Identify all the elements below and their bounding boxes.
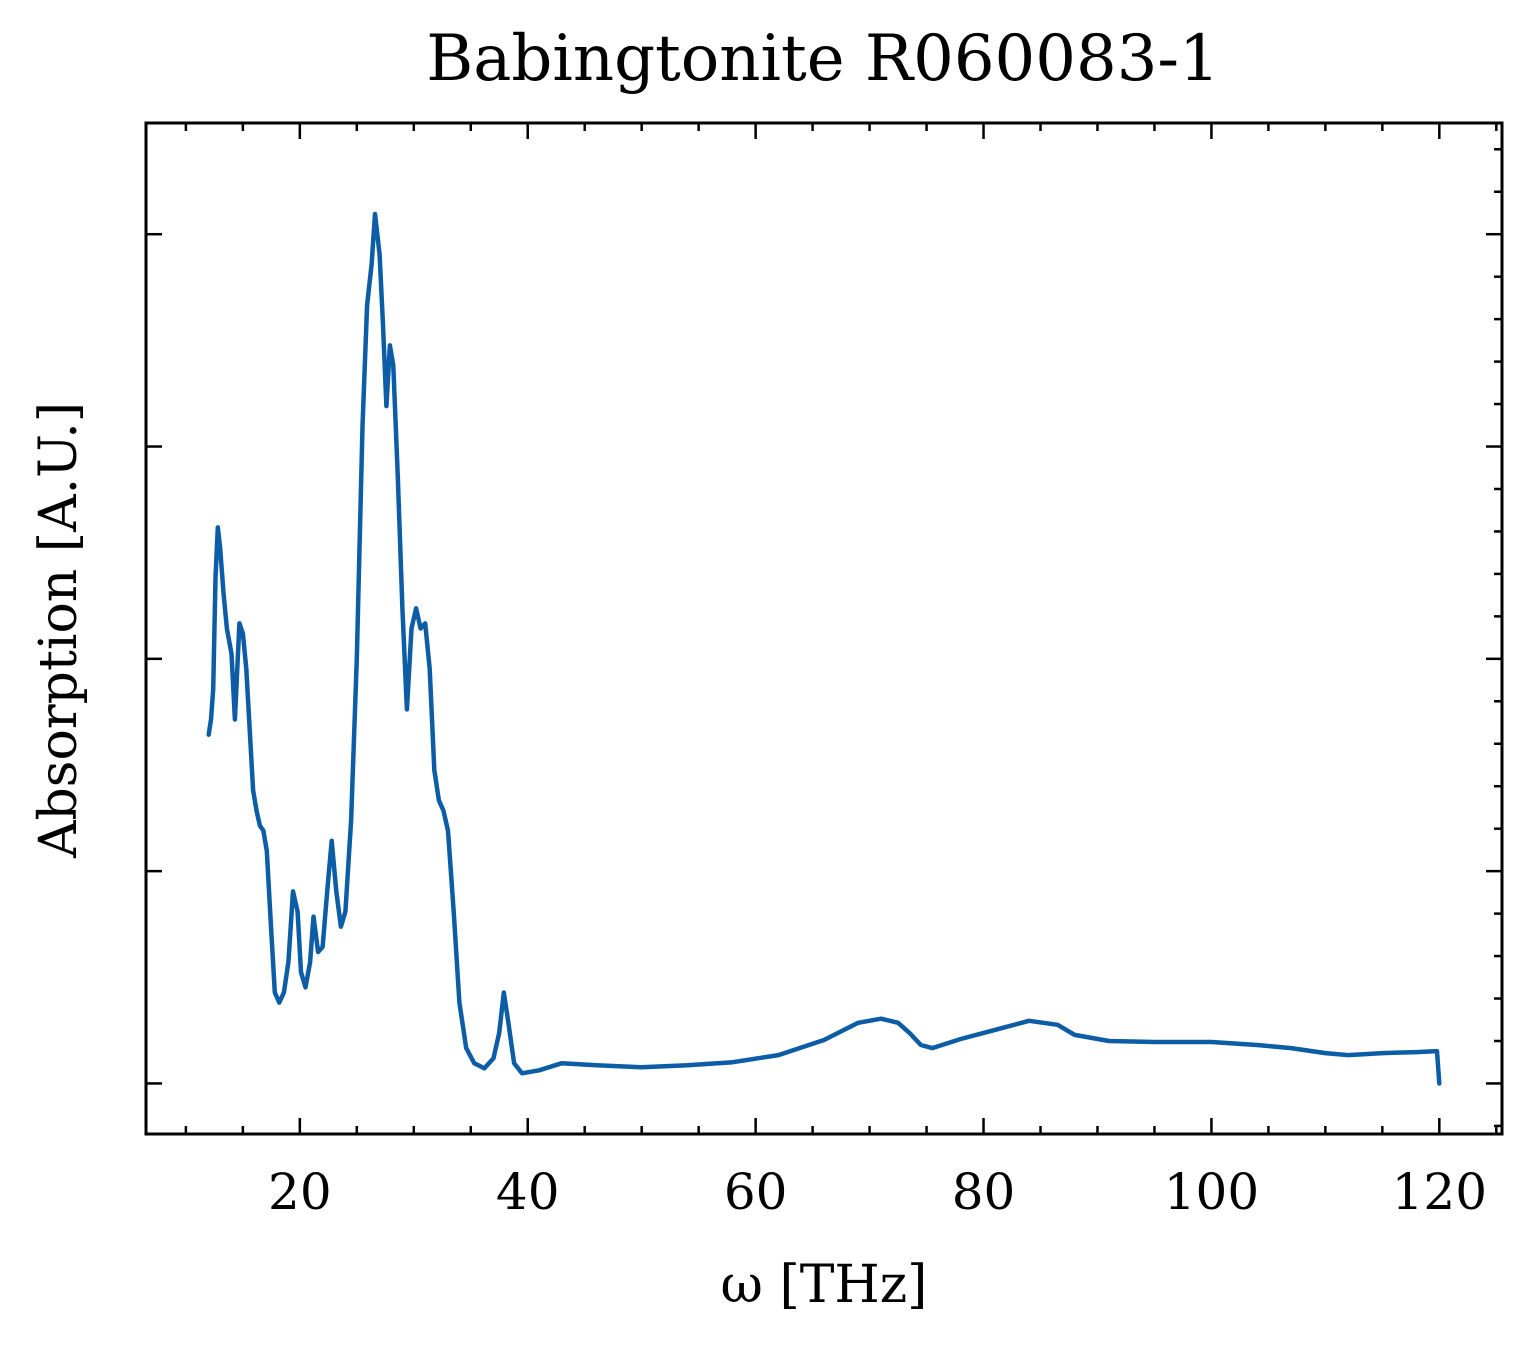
x-tick-label: 40 — [496, 1163, 560, 1221]
x-tick-label: 80 — [952, 1163, 1016, 1221]
x-tick-label: 60 — [724, 1163, 788, 1221]
chart-title: Babingtonite R060083-1 — [426, 22, 1220, 96]
ticks-layer — [146, 123, 1502, 1134]
tick-labels-layer: 20 40 60 80 100 120 — [268, 1163, 1487, 1221]
y-axis-label: Absorption [A.U.] — [29, 402, 89, 859]
x-axis-label: ω [THz] — [721, 1255, 928, 1315]
series-layer — [206, 211, 1442, 1086]
absorption-series-line — [206, 211, 1442, 1086]
x-tick-label: 20 — [268, 1163, 332, 1221]
plot-frame — [144, 121, 1504, 1136]
x-tick-label: 100 — [1164, 1163, 1259, 1221]
x-tick-label: 120 — [1392, 1163, 1487, 1221]
